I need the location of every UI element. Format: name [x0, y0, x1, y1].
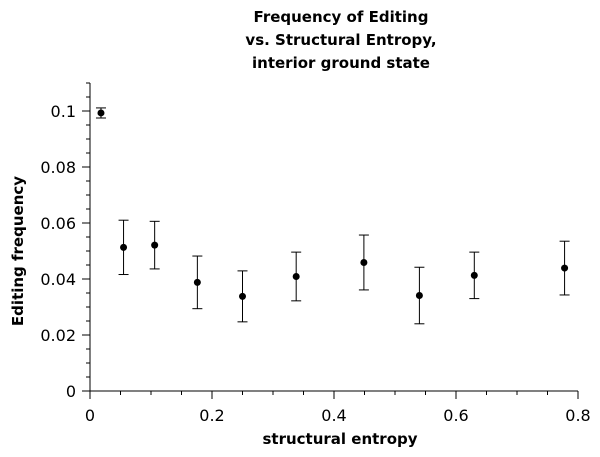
data-point-group [358, 234, 369, 291]
chart-title-line-3: interior ground state [252, 54, 430, 72]
data-point [193, 278, 201, 286]
y-tick-label: 0.02 [40, 326, 76, 345]
data-point-group [291, 251, 302, 302]
data-point-group [414, 266, 425, 325]
data-point [470, 271, 478, 279]
data-point-group [469, 251, 480, 300]
chart-title-line-1: Frequency of Editing [254, 8, 429, 26]
data-point [561, 264, 569, 272]
x-tick-label: 0.2 [199, 406, 224, 425]
x-tick-label: 0 [85, 406, 95, 425]
y-tick-label: 0 [66, 382, 76, 401]
data-point [120, 243, 128, 251]
chart-title-line-2: vs. Structural Entropy, [245, 31, 436, 49]
y-tick-label: 0.1 [51, 102, 76, 121]
data-point [239, 292, 246, 300]
data-point-group [95, 107, 106, 119]
axes [89, 83, 578, 392]
data-points [95, 107, 570, 325]
data-point-group [149, 220, 160, 270]
y-tick-label: 0.08 [40, 158, 76, 177]
x-axis-ticks: 0 0.2 0.4 0.6 0.8 [85, 391, 591, 425]
data-point [151, 241, 159, 249]
x-tick-label: 0.4 [321, 406, 346, 425]
data-point [97, 109, 105, 117]
data-point-group [559, 240, 570, 296]
data-point [415, 292, 423, 300]
data-point-group [237, 270, 248, 323]
y-tick-label: 0.06 [40, 214, 76, 233]
data-point [292, 272, 300, 280]
y-axis-label: Editing frequency [9, 176, 27, 326]
y-tick-label: 0.04 [40, 270, 76, 289]
data-point-group [192, 255, 203, 310]
y-axis-ticks: 0 0.02 0.04 0.06 0.08 0.1 [40, 82, 90, 401]
x-tick-label: 0.6 [443, 406, 468, 425]
data-point-group [118, 219, 129, 276]
data-point [360, 258, 368, 266]
chart-title: Frequency of Editing vs. Structural Entr… [245, 8, 436, 72]
x-axis-label: structural entropy [262, 430, 417, 448]
x-tick-label: 0.8 [565, 406, 590, 425]
